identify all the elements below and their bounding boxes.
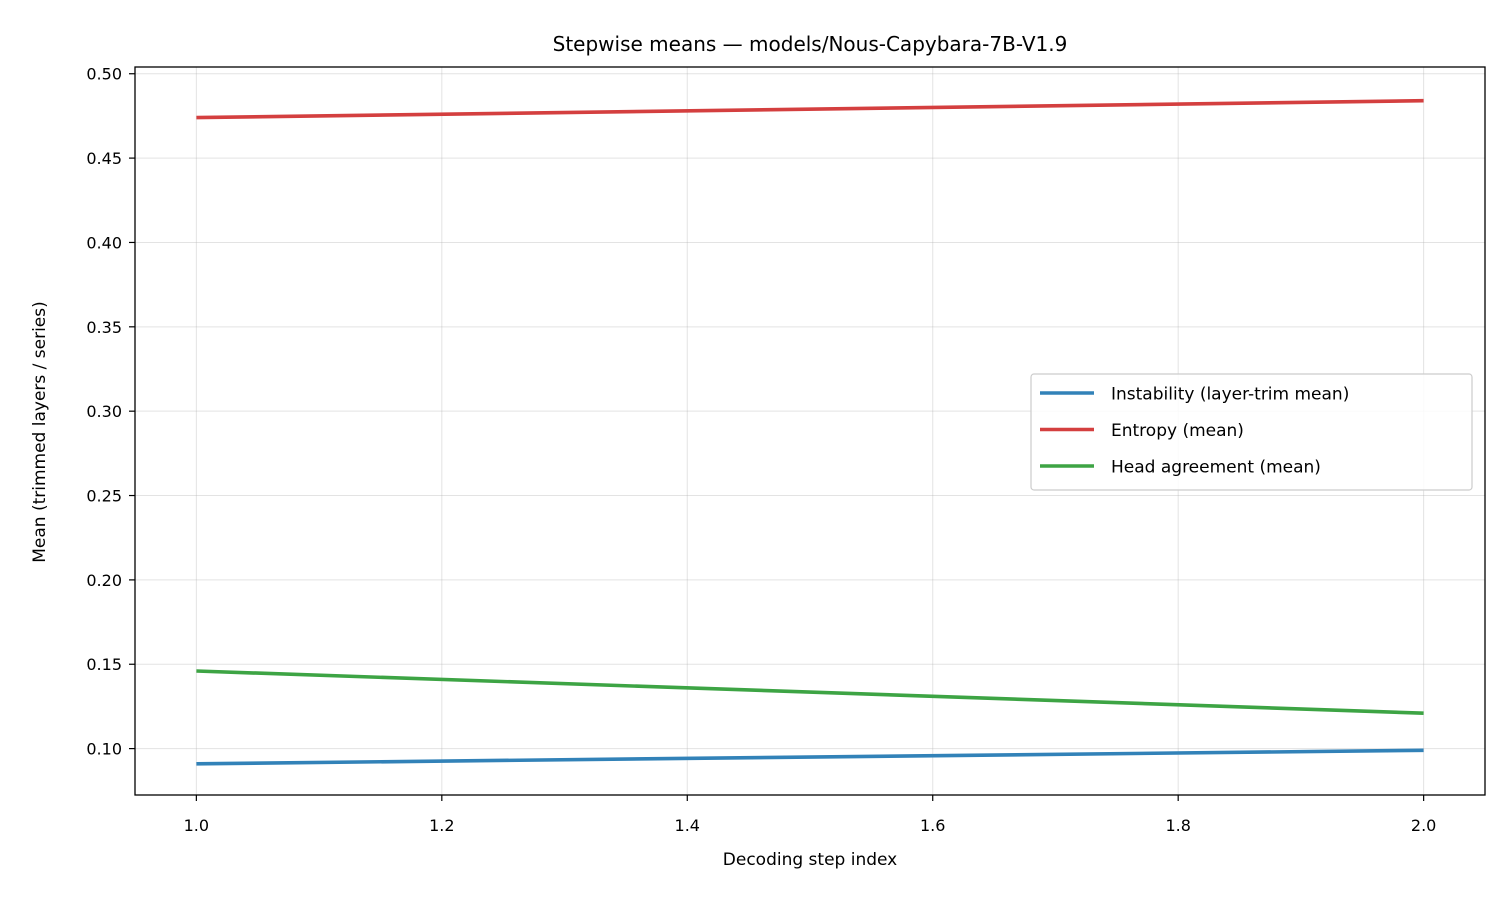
x-axis-label: Decoding step index — [723, 850, 897, 870]
x-tick-label: 2.0 — [1411, 816, 1436, 835]
x-tick-label: 1.4 — [675, 816, 700, 835]
y-tick-label: 0.45 — [86, 149, 122, 168]
y-axis-label: Mean (trimmed layers / series) — [30, 301, 50, 563]
legend-label: Entropy (mean) — [1111, 421, 1244, 441]
y-tick-label: 0.50 — [86, 65, 122, 84]
plot-frame — [134, 66, 1486, 796]
y-tick-label: 0.15 — [86, 655, 122, 674]
y-tick-label: 0.30 — [86, 402, 122, 421]
x-axis-ticks: 1.0 1.2 1.4 1.6 1.8 2.0 — [184, 795, 1436, 835]
x-tick-label: 1.6 — [920, 816, 945, 835]
legend-items: Instability (layer-trim mean) Entropy (me… — [1040, 385, 1349, 478]
y-tick-label: 0.40 — [86, 233, 122, 252]
y-tick-label: 0.35 — [86, 318, 122, 337]
x-tick-label: 1.2 — [429, 816, 454, 835]
chart-title: Stepwise means — models/Nous-Capybara-7B… — [553, 32, 1068, 56]
series-line-0 — [196, 748, 1424, 766]
x-tick-label: 1.0 — [184, 816, 209, 835]
series-line-1 — [196, 98, 1424, 120]
y-axis-ticks: 0.10 0.15 0.20 0.25 0.30 0.35 0.40 0.45 0.50 — [86, 65, 135, 759]
y-tick-label: 0.10 — [86, 740, 122, 759]
x-tick-label: 1.8 — [1165, 816, 1190, 835]
legend-box — [1030, 373, 1473, 491]
y-tick-label: 0.25 — [86, 487, 122, 506]
legend-label: Head agreement (mean) — [1111, 458, 1321, 478]
legend: Instability (layer-trim mean) Entropy (me… — [1030, 373, 1473, 491]
series-lines — [196, 98, 1424, 766]
series-line-2 — [196, 669, 1424, 715]
y-tick-label: 0.20 — [86, 571, 122, 590]
legend-label: Instability (layer-trim mean) — [1111, 385, 1349, 405]
